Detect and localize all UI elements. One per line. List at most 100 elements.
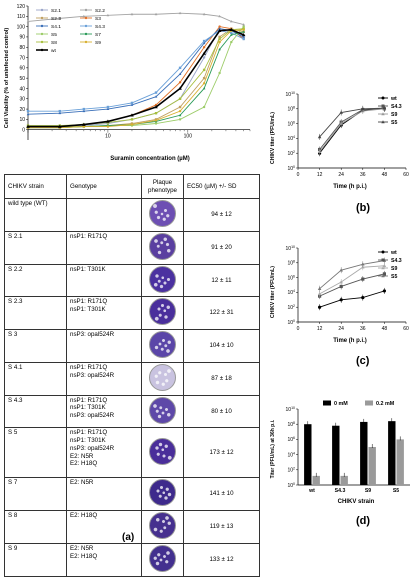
plaque-well-image (149, 265, 176, 293)
chart-a-legend-marker (40, 32, 44, 36)
chart-d-bar-S5 (388, 421, 396, 485)
xtick-label: 12 (317, 172, 323, 178)
plaque-cell (141, 198, 184, 232)
chart-b: 100 102 104 106 108 1010 0 12 24 36 48 60 wt S4.3 S9 S… (270, 91, 409, 190)
chart-a-point (130, 101, 134, 105)
genotype-mutation: nsP1: R171Q (70, 363, 108, 371)
genotype-cell: nsP1: T301K (66, 263, 142, 298)
legend-label: S9 (391, 112, 397, 118)
chart-a-legend-marker (40, 48, 44, 52)
chart-a-point (178, 113, 182, 117)
chart-d-ytick-label: 102 (287, 467, 295, 474)
xtick-label: 24 (338, 172, 344, 178)
point-S4.3 (339, 284, 343, 289)
chart-a-ytick-label: 20 (19, 107, 25, 113)
genotype-mutation: E2: N5R (70, 479, 94, 487)
chart-a-point (58, 109, 61, 113)
ec50-value: 12 ± 11 (183, 263, 260, 298)
chart-d-ylabel: Titer (PFU/mL) at 36h p.i. (270, 419, 276, 478)
chart-a-ytick-label: 10 (19, 117, 25, 123)
chart-a-point (230, 40, 233, 44)
chart-b-axes: 100 102 104 106 108 1010 0 12 24 36 48 60 (286, 91, 409, 178)
legend-label: S9 (391, 266, 397, 272)
chart-a-point (242, 30, 245, 33)
plaque-cell (141, 477, 184, 511)
table-row: S 2.1 nsP1: R171Q 91 ± 20 (4, 230, 260, 265)
point-wt (318, 305, 322, 309)
point-wt (382, 289, 386, 293)
chart-d-bar-S4.3 (332, 425, 340, 485)
chart-a-legend-label: S4.3 (95, 24, 105, 30)
chart-a-legend-marker (84, 24, 88, 28)
chart-a-point (154, 105, 158, 109)
chart-d-category-label: S9 (365, 488, 371, 494)
table-row: S 8 E2: H18Q 119 ± 13 (4, 510, 260, 544)
plaque-well-image (149, 544, 176, 572)
chart-a-point (154, 91, 158, 94)
chart-a-point (178, 86, 182, 90)
chart-a-point (218, 37, 221, 41)
legend-marker (381, 250, 385, 254)
table-row: S 4.3 nsP1: R171Q nsP1: T301K nsP3: opal524… (4, 394, 260, 429)
xtick-label: 60 (403, 326, 409, 332)
point-wt (339, 298, 343, 302)
genotype-mutation: nsP1: R171Q (70, 298, 108, 306)
chart-d-ytick-label: 108 (287, 421, 295, 428)
line-wt (319, 290, 385, 308)
genotype-mutation: nsP1: T301K (70, 404, 106, 412)
chart-a-point (230, 31, 233, 34)
chart-a-ytick-label: 90 (19, 35, 25, 41)
genotype-cell: nsP1: R171Q nsP3: opal524R (66, 361, 142, 396)
strain-name: S 2.3 (4, 296, 67, 330)
point-S5 (361, 262, 365, 266)
chart-a-legend-label: S7 (95, 32, 101, 38)
genotype-mutation: nsP3: opal524R (70, 412, 115, 419)
chart-a-point (202, 76, 206, 80)
genotype-cell: E2: N5R E2: H18Q (66, 542, 142, 577)
genotype-mutation: nsP3: opal524R (70, 371, 115, 379)
genotype-mutation: nsP1: R171Q (70, 396, 108, 404)
chart-a-legend: S2.1 S2.2 S2.3 S3 S4.1 S4.3 S5 S7 S8 S9 wt (36, 8, 105, 54)
strain-name: S 8 (4, 510, 67, 544)
chart-a-point (130, 113, 134, 117)
ytick-label: 100 (287, 165, 295, 172)
genotype-mutation: nsP3: opal524R (70, 331, 115, 338)
chart-a-point (202, 56, 206, 59)
genotype-mutation: E2: H18Q (70, 552, 98, 560)
point-S4.3 (361, 277, 365, 281)
chart-a-point (26, 112, 30, 116)
chart-a-ytick-label: 70 (19, 55, 25, 61)
chart-a-point (154, 112, 158, 115)
genotype-cell: nsP1: R171Q (66, 230, 142, 265)
panel-label-a: (a) (122, 532, 135, 543)
chart-a-legend-marker (40, 24, 44, 28)
ytick-label: 108 (287, 106, 295, 113)
chart-d-legend-swatch (365, 400, 373, 406)
strain-name: wild type (WT) (4, 198, 67, 232)
chart-a-point (130, 118, 134, 121)
chart-d-legend-swatch (323, 400, 331, 406)
genotype-cell: E2: N5R (66, 477, 142, 511)
ytick-label: 100 (287, 319, 295, 326)
chart-a-point (218, 35, 221, 39)
ec50-value: 133 ± 12 (183, 542, 260, 577)
strain-name: S 4.1 (4, 361, 67, 396)
chart-a-series (26, 11, 246, 129)
chart-a-point (26, 20, 30, 23)
genotype-mutation: nsP1: R171Q (70, 232, 108, 240)
chart-a-point (82, 122, 86, 126)
chart-a-point (154, 95, 158, 98)
point-S9 (382, 263, 387, 268)
xtick-label: 0 (297, 326, 300, 332)
ytick-label: 1010 (286, 245, 296, 252)
chart-d-category-label: wt (308, 488, 315, 494)
legend-marker (381, 96, 385, 100)
chart-a-point (82, 14, 86, 18)
chart-a-point (202, 39, 206, 43)
chart-a-point (130, 123, 134, 126)
chart-a-point (242, 35, 245, 38)
ytick-label: 104 (287, 289, 295, 296)
genotype-cell: nsP1: R171Q nsP1: T301K nsP3: opal524R E2: … (66, 427, 142, 479)
line-S5 (319, 107, 385, 138)
chart-d-category-label: S4.3 (335, 488, 346, 494)
